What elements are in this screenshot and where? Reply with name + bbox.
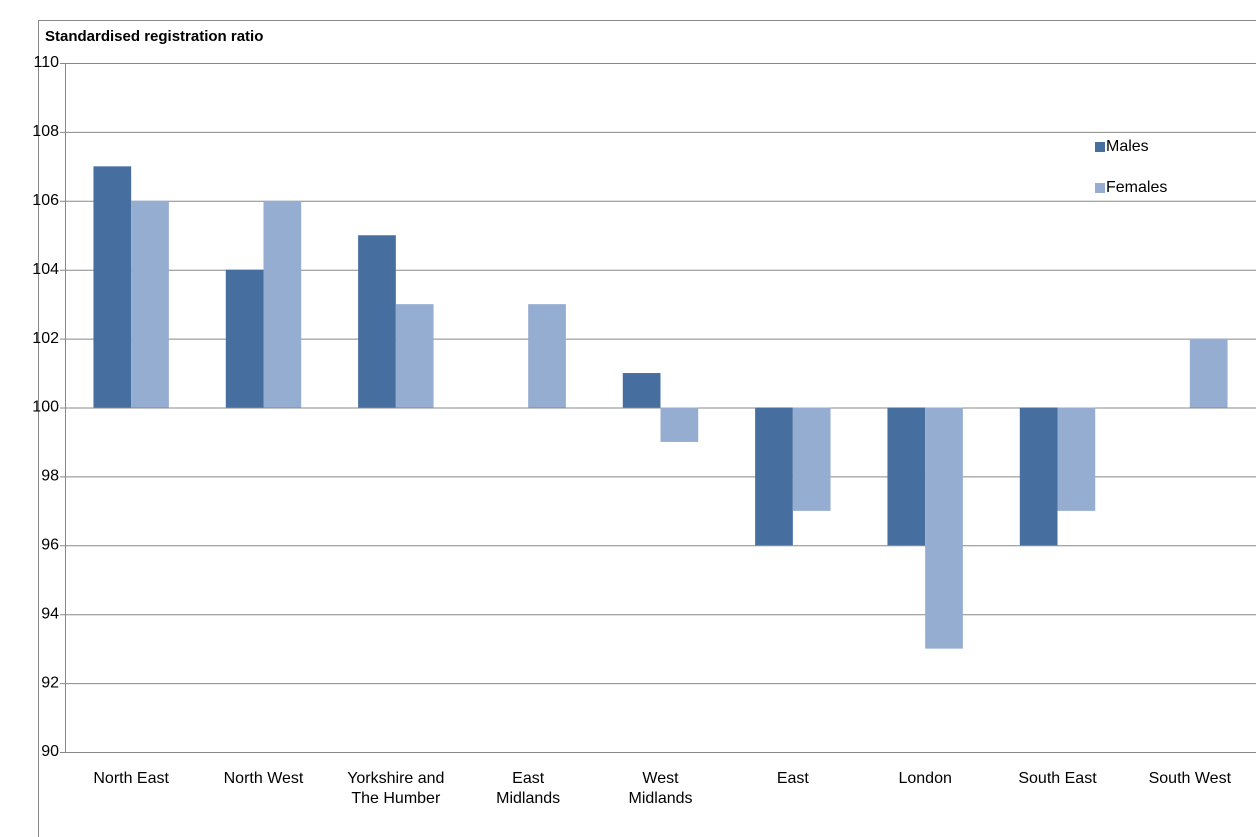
bar — [395, 304, 434, 408]
y-tick-label: 110 — [33, 54, 59, 71]
bar — [225, 269, 264, 408]
bar — [1057, 407, 1096, 511]
bar — [131, 200, 169, 408]
legend-swatch — [1095, 142, 1105, 152]
y-tick-label: 90 — [41, 743, 59, 760]
x-tick-label: The Humber — [351, 790, 441, 807]
x-tick-label: London — [898, 770, 951, 787]
x-tick-label: South East — [1018, 770, 1097, 787]
x-tick-label: East — [512, 770, 545, 787]
x-tick-label: Midlands — [628, 790, 692, 807]
bar — [528, 304, 566, 408]
bar — [887, 407, 926, 546]
x-tick-label: Midlands — [496, 790, 560, 807]
x-tick-label: Yorkshire and — [347, 770, 444, 787]
y-tick-label: 100 — [32, 399, 59, 416]
legend-swatch — [1095, 183, 1105, 193]
bar — [263, 200, 302, 408]
bar — [1019, 407, 1058, 546]
y-tick-label: 106 — [32, 192, 59, 209]
bar — [925, 407, 963, 649]
y-tick-label: 102 — [32, 330, 59, 347]
x-tick-label: North West — [224, 770, 304, 787]
bar — [792, 407, 831, 511]
y-axis-label: Standardised registration ratio — [45, 28, 263, 45]
bar — [755, 407, 793, 546]
y-tick-label: 96 — [41, 537, 59, 554]
bar — [93, 166, 132, 408]
y-tick-label: 104 — [32, 261, 59, 278]
y-tick-label: 94 — [41, 605, 59, 622]
y-tick-label: 108 — [32, 123, 59, 140]
bar — [660, 407, 699, 442]
x-tick-label: East — [777, 770, 810, 787]
y-tick-label: 98 — [41, 468, 59, 485]
bar — [622, 373, 661, 408]
x-tick-label: North East — [93, 770, 169, 787]
bar — [1189, 338, 1228, 408]
x-tick-label: South West — [1149, 770, 1232, 787]
legend-label: Males — [1106, 138, 1149, 155]
bar — [358, 235, 396, 408]
legend-label: Females — [1106, 179, 1167, 196]
y-tick-label: 92 — [41, 674, 59, 691]
x-tick-label: West — [642, 770, 679, 787]
